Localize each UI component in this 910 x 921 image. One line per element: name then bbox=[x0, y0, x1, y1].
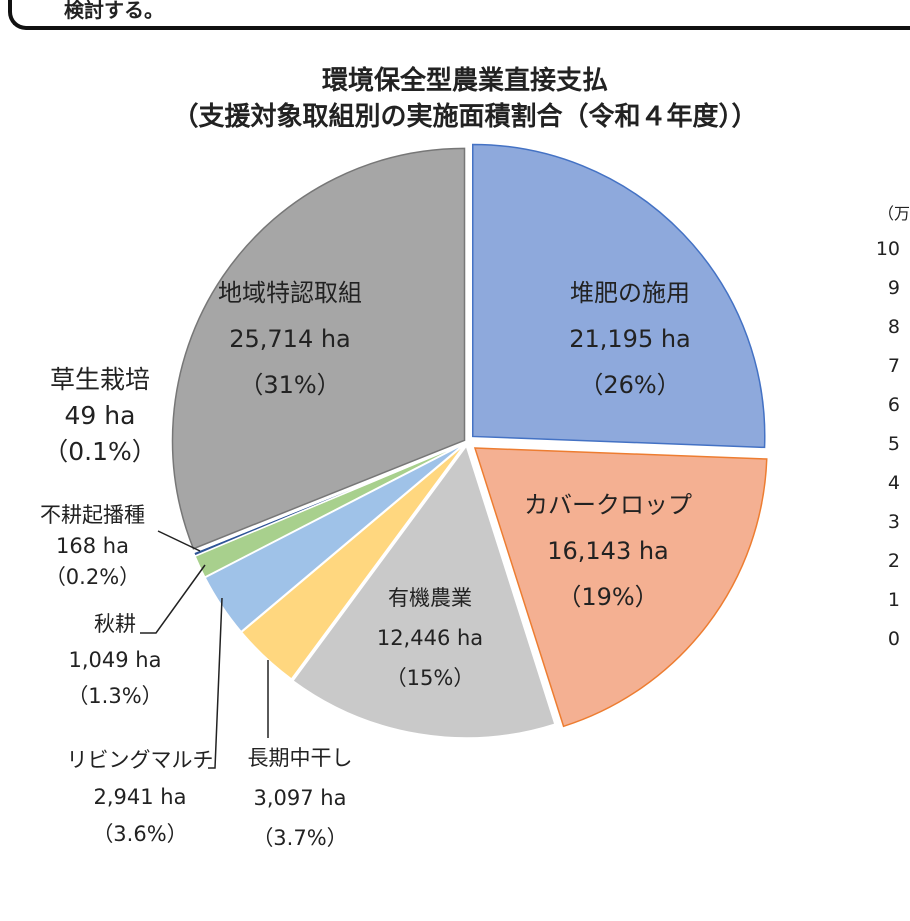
label-chiiki: 地域特認取組 25,714 ha （31%） bbox=[218, 279, 362, 399]
side-axis-unit: （万 bbox=[877, 204, 910, 223]
pie-slice-0 bbox=[472, 143, 766, 449]
label-living-mulch: リビングマルチ 2,941 ha （3.6%） bbox=[66, 748, 214, 846]
side-axis-tick: 2 bbox=[887, 550, 900, 572]
side-axis-tick: 3 bbox=[887, 511, 900, 533]
label-sosei: 草生栽培 49 ha （0.1%） bbox=[43, 365, 157, 466]
label-yuki: 有機農業 12,446 ha （15%） bbox=[376, 586, 484, 690]
side-axis-tick: 10 bbox=[875, 238, 900, 260]
note-box: 検討する。 bbox=[8, 0, 910, 30]
pie-slice-1 bbox=[473, 447, 768, 728]
leader-line-living bbox=[208, 597, 223, 769]
chart-title: 環境保全型農業直接支払 bbox=[321, 66, 608, 96]
pie-slice-8 bbox=[171, 147, 466, 550]
side-axis-tick: 6 bbox=[887, 394, 900, 416]
side-axis-tick: 8 bbox=[887, 316, 900, 338]
label-cover-crop: カバークロップ 16,143 ha （19%） bbox=[524, 491, 692, 611]
label-shuko: 秋耕 1,049 ha （1.3%） bbox=[67, 612, 163, 708]
leader-line-fukouki bbox=[157, 530, 201, 552]
label-fukouki: 不耕起播種 168 ha （0.2%） bbox=[40, 503, 145, 589]
side-axis-tick: 7 bbox=[887, 355, 900, 377]
leader-lines bbox=[140, 530, 269, 769]
chart-subtitle: （支援対象取組別の実施面積割合（令和４年度）） bbox=[172, 102, 758, 132]
note-text: 検討する。 bbox=[64, 0, 164, 22]
label-nakaboshi: 長期中干し 3,097 ha （3.7%） bbox=[247, 746, 353, 850]
side-axis-tick: 5 bbox=[887, 433, 900, 455]
side-axis-tick: 0 bbox=[887, 628, 900, 650]
side-axis-tick: 1 bbox=[887, 589, 900, 611]
side-axis-tick: 9 bbox=[887, 277, 900, 299]
pie-slice-2 bbox=[291, 444, 556, 739]
label-taihi: 堆肥の施用 21,195 ha （26%） bbox=[569, 279, 691, 399]
side-axis-tick: 4 bbox=[887, 472, 900, 494]
pie-slice-7 bbox=[192, 442, 465, 554]
leader-line-shuko bbox=[140, 564, 206, 634]
